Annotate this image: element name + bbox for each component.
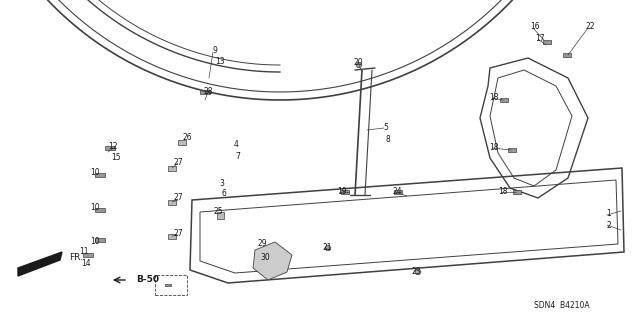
Text: 27: 27 [173,228,183,237]
Polygon shape [543,40,551,44]
Bar [155,275,187,295]
Text: 18: 18 [499,187,508,196]
Text: 18: 18 [489,142,499,151]
Polygon shape [168,199,176,204]
Polygon shape [500,99,508,102]
Polygon shape [341,190,349,194]
Text: 10: 10 [90,167,100,177]
Text: 27: 27 [173,157,183,166]
Text: 14: 14 [81,259,91,268]
Polygon shape [168,165,176,171]
Polygon shape [83,253,93,257]
Polygon shape [563,53,571,57]
Text: 21: 21 [323,243,332,252]
Text: 30: 30 [260,252,270,261]
Polygon shape [178,140,186,145]
Text: 27: 27 [173,194,183,203]
Polygon shape [216,212,223,219]
Text: 2: 2 [607,220,611,229]
Text: 24: 24 [392,187,402,196]
Polygon shape [200,90,210,94]
Polygon shape [513,190,521,194]
Text: 22: 22 [585,21,595,30]
Text: 5: 5 [383,123,388,132]
Text: 18: 18 [489,92,499,101]
Text: 16: 16 [530,21,540,30]
Text: 10: 10 [90,204,100,212]
Text: 26: 26 [182,132,192,141]
Polygon shape [18,252,62,276]
Text: 25: 25 [213,207,223,217]
Polygon shape [95,173,105,177]
Text: 15: 15 [111,153,121,162]
Text: 11: 11 [79,247,89,257]
Polygon shape [95,208,105,212]
Text: 23: 23 [411,267,421,276]
Polygon shape [325,245,331,251]
Text: 19: 19 [337,188,347,196]
Text: 17: 17 [535,34,545,43]
Polygon shape [95,238,105,242]
Text: 8: 8 [386,134,390,143]
Text: 29: 29 [257,239,267,249]
Text: 9: 9 [212,45,218,54]
Text: 28: 28 [204,86,212,95]
Text: 20: 20 [353,58,363,67]
Polygon shape [508,148,516,152]
Text: 10: 10 [90,237,100,246]
Polygon shape [168,234,176,238]
Polygon shape [356,62,362,68]
Text: 12: 12 [108,141,118,150]
Text: 6: 6 [221,188,227,197]
Text: 1: 1 [607,210,611,219]
Polygon shape [394,190,402,194]
Polygon shape [165,284,171,286]
Text: 7: 7 [236,151,241,161]
Polygon shape [253,242,292,280]
Text: 4: 4 [234,140,239,148]
Text: 3: 3 [220,179,225,188]
Text: FR.: FR. [69,253,83,262]
Polygon shape [105,146,115,150]
Polygon shape [415,269,421,275]
Text: 13: 13 [215,57,225,66]
Text: B-50: B-50 [136,276,159,284]
Text: SDN4  B4210A: SDN4 B4210A [534,300,590,309]
